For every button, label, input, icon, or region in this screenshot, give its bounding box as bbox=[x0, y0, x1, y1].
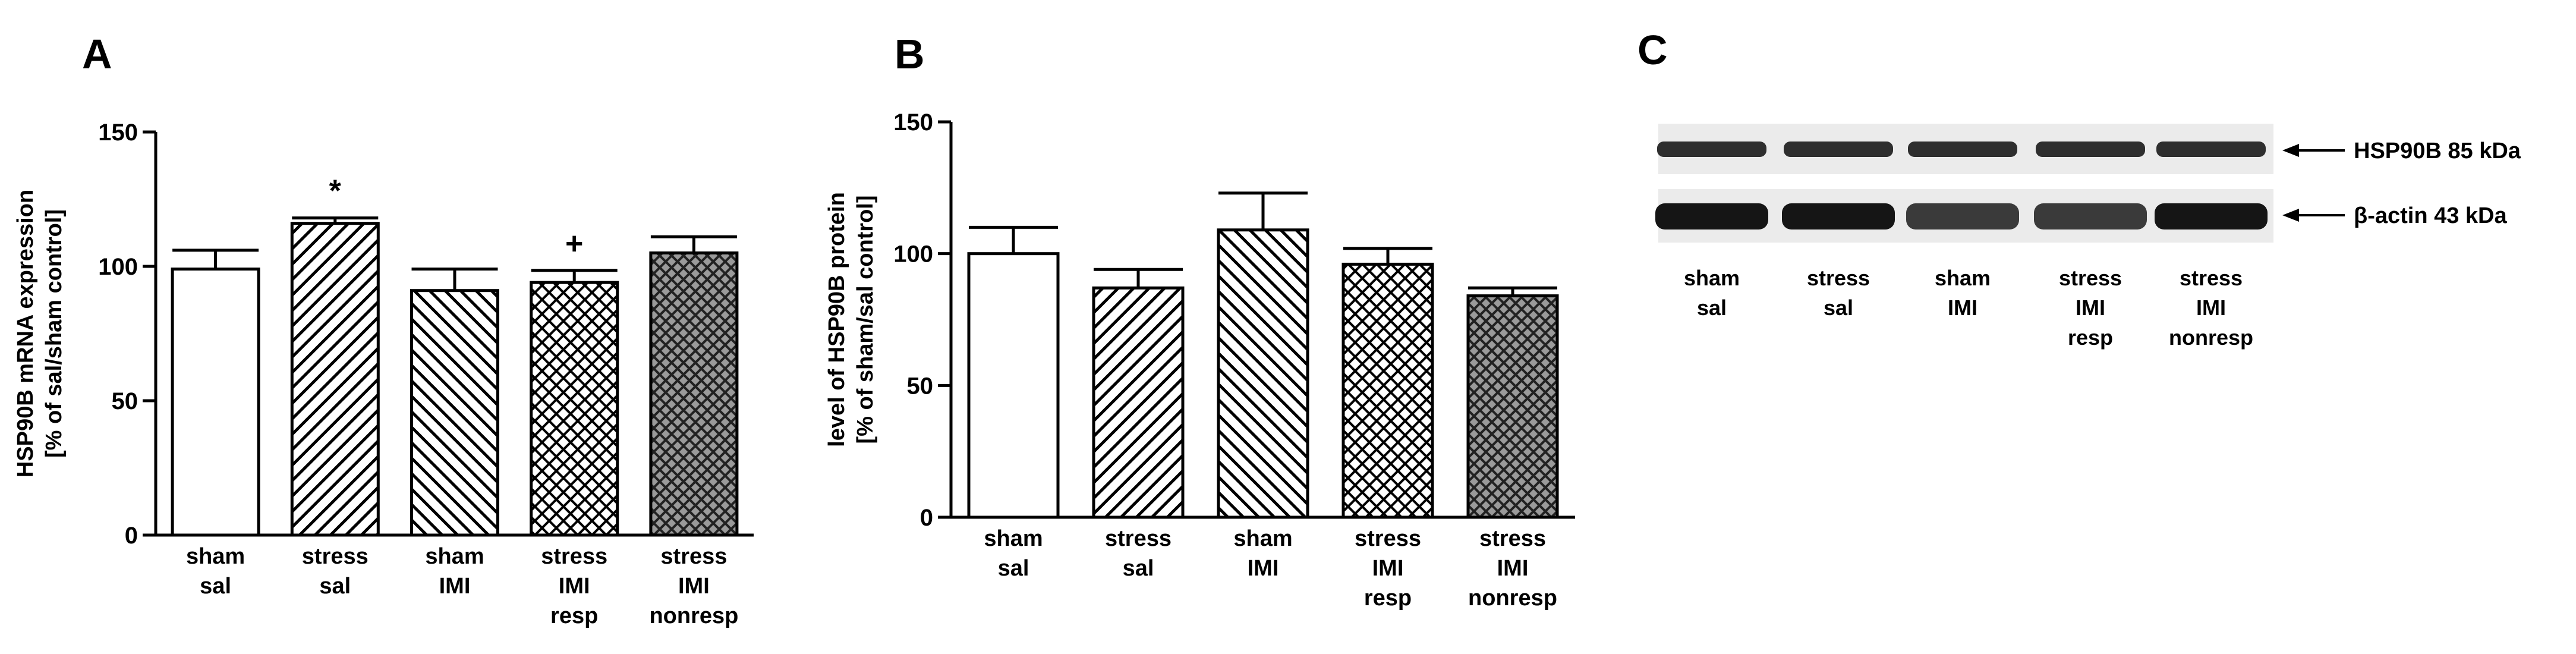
x-tick-label-b: sal bbox=[1123, 556, 1154, 581]
x-tick-label-b: stress bbox=[1105, 526, 1172, 551]
x-tick-label-b: stress bbox=[1479, 526, 1546, 551]
significance-marker-a: + bbox=[565, 227, 583, 261]
x-tick-label-b: nonresp bbox=[1468, 586, 1557, 611]
x-tick-label-a: IMI bbox=[559, 574, 590, 599]
y-axis-label-b: [% of sham/sal control] bbox=[853, 195, 878, 444]
chart-a: 0 50 100 150 HSP90B mRNA expression [% of sal… bbox=[13, 120, 754, 628]
bar-a bbox=[290, 222, 380, 537]
x-tick-label-a: resp bbox=[550, 603, 598, 628]
x-tick-label-a: sal bbox=[200, 574, 231, 599]
western-blot: HSP90B 85 kDa β-actin 43 kDa sham sal stre… bbox=[1655, 124, 2521, 350]
band-actin bbox=[1655, 203, 1768, 229]
x-tick-label-a: IMI bbox=[678, 574, 710, 599]
band-actin bbox=[2155, 203, 2268, 229]
x-tick-label-b: IMI bbox=[1248, 556, 1279, 581]
band-actin bbox=[1906, 203, 2019, 229]
bar-b bbox=[1466, 294, 1559, 519]
x-tick-label-b: resp bbox=[1364, 586, 1412, 611]
x-tick-label-a: stress bbox=[541, 544, 607, 569]
x-tick-label-a: nonresp bbox=[649, 603, 738, 628]
blot-lane-label: stress bbox=[1807, 266, 1870, 290]
significance-marker-a: * bbox=[329, 174, 342, 209]
blot-lane-label: resp bbox=[2068, 325, 2113, 350]
y-axis-label-a: [% of sal/sham control] bbox=[42, 209, 67, 458]
bar-b bbox=[967, 252, 1060, 519]
arrow-actin-icon bbox=[2282, 209, 2345, 222]
blot-lane-label: IMI bbox=[2196, 295, 2226, 320]
x-tick-label-a: stress bbox=[302, 544, 369, 569]
y-tick-label-b: 50 bbox=[907, 373, 934, 399]
y-axis-label-b: level of HSP90B protein bbox=[824, 192, 849, 447]
blot-lane-label: IMI bbox=[2076, 295, 2105, 320]
x-tick-label-b: sham bbox=[1233, 526, 1292, 551]
panel-letter-c: C bbox=[1637, 27, 1668, 73]
bar-a bbox=[410, 289, 499, 537]
panel-letter-a: A bbox=[82, 31, 112, 77]
blot-lane-label: stress bbox=[2180, 266, 2243, 290]
band-actin bbox=[2034, 203, 2147, 229]
y-tick-label-a: 50 bbox=[112, 388, 138, 414]
bar-b bbox=[1217, 228, 1309, 519]
y-tick-label-b: 100 bbox=[893, 241, 933, 268]
chart-b: 0 50 100 150 level of HSP90B protein [% of sh… bbox=[824, 109, 1575, 611]
band-hsp90b bbox=[1908, 142, 2017, 157]
y-tick-label-a: 0 bbox=[125, 523, 138, 549]
blot-lane-label: sal bbox=[1824, 295, 1853, 320]
bar-a bbox=[649, 251, 739, 537]
blot-lane-label: sham bbox=[1935, 266, 1991, 290]
band-actin bbox=[1782, 203, 1895, 229]
blot-lane-label: nonresp bbox=[2169, 325, 2253, 350]
blot-label-hsp90b: HSP90B 85 kDa bbox=[2354, 139, 2521, 164]
blot-lane-label: sham bbox=[1684, 266, 1740, 290]
blot-lane-label: IMI bbox=[1948, 295, 1977, 320]
x-tick-label-a: sham bbox=[425, 544, 484, 569]
band-hsp90b bbox=[2036, 142, 2145, 157]
y-tick-label-b: 0 bbox=[920, 505, 933, 531]
y-tick-label-a: 100 bbox=[98, 254, 138, 280]
band-hsp90b bbox=[1657, 142, 1766, 157]
x-tick-label-b: IMI bbox=[1372, 556, 1404, 581]
arrow-hsp90b-icon bbox=[2282, 144, 2345, 157]
bar-a bbox=[171, 268, 260, 537]
y-tick-label-b: 150 bbox=[893, 109, 933, 136]
y-axis-label-a: HSP90B mRNA expression bbox=[13, 190, 38, 477]
y-tick-label-a: 150 bbox=[98, 120, 138, 146]
x-tick-label-a: IMI bbox=[439, 574, 471, 599]
blot-lane-label: sal bbox=[1697, 295, 1727, 320]
bar-b bbox=[1092, 286, 1185, 519]
x-tick-label-a: sal bbox=[319, 574, 351, 599]
panel-letter-b: B bbox=[895, 31, 925, 77]
band-hsp90b bbox=[1784, 142, 1893, 157]
x-tick-label-b: IMI bbox=[1497, 556, 1529, 581]
bar-a bbox=[530, 281, 619, 537]
x-tick-label-b: stress bbox=[1355, 526, 1421, 551]
blot-label-actin: β-actin 43 kDa bbox=[2354, 203, 2507, 228]
bar-b bbox=[1341, 262, 1434, 519]
band-hsp90b bbox=[2156, 142, 2266, 157]
x-tick-label-a: stress bbox=[660, 544, 727, 569]
blot-lane-label: stress bbox=[2059, 266, 2122, 290]
x-tick-label-b: sal bbox=[998, 556, 1029, 581]
x-tick-label-b: sham bbox=[984, 526, 1043, 551]
x-tick-label-a: sham bbox=[186, 544, 245, 569]
